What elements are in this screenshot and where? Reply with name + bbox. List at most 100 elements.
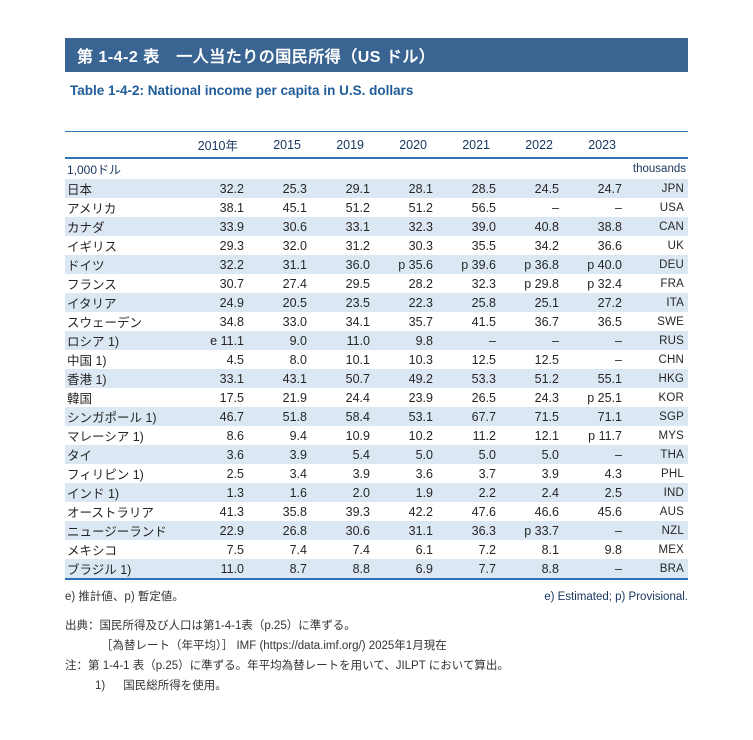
value-cell: 7.4 (289, 542, 307, 557)
value-cell: 42.2 (408, 504, 433, 519)
country-code: ITA (666, 296, 684, 309)
value-cell: 8.8 (541, 561, 559, 576)
country-code: UK (667, 239, 684, 252)
value-cell: 41.3 (219, 504, 244, 519)
income-table: 2010年 2015 2019 2020 2021 2022 2023 1,00… (65, 131, 688, 580)
value-cell: p 11.7 (588, 428, 622, 443)
table-row: 香港 1) 33.1 43.1 50.7 49.2 53.3 51.2 55.1 HKG (65, 369, 688, 388)
country-code: FRA (660, 277, 684, 290)
country-name: オーストラリア (67, 506, 154, 520)
value-cell: 24.5 (534, 181, 559, 196)
value-cell: 7.7 (478, 561, 496, 576)
value-cell: 25.3 (282, 181, 307, 196)
value-cell: 23.9 (408, 390, 433, 405)
table-title-banner: 第 1-4-2 表 一人当たりの国民所得（US ドル） (65, 38, 688, 72)
country-name: メキシコ (67, 544, 118, 558)
value-cell: 8.1 (541, 542, 559, 557)
value-cell: 30.3 (408, 238, 433, 253)
value-cell: 21.9 (282, 390, 307, 405)
value-cell: 31.1 (282, 257, 307, 272)
value-cell: 24.9 (219, 295, 244, 310)
value-cell: 9.0 (289, 333, 307, 348)
value-cell: 2.5 (604, 485, 622, 500)
value-cell: 9.8 (604, 542, 622, 557)
table-row: カナダ 33.9 30.6 33.1 32.3 39.0 40.8 38.8 CAN (65, 217, 688, 236)
value-cell: 53.3 (471, 371, 496, 386)
value-cell: 29.3 (219, 238, 244, 253)
note-line-1: 注：第 1-4-1 表（p.25）に準ずる。年平均為替レートを用いて、JILPT… (65, 660, 509, 672)
value-cell: 25.8 (471, 295, 496, 310)
country-name: ドイツ (67, 259, 105, 273)
value-cell: 36.0 (345, 257, 370, 272)
country-name: ブラジル 1) (67, 563, 132, 577)
value-cell: 10.2 (408, 428, 433, 443)
value-cell: 36.6 (597, 238, 622, 253)
value-cell: 22.3 (408, 295, 433, 310)
value-cell: 24.3 (534, 390, 559, 405)
country-name: フィリピン 1) (67, 468, 144, 482)
corner-cell (65, 131, 187, 159)
country-code: IND (663, 486, 684, 499)
code-header-cell (628, 131, 688, 159)
value-cell: 32.0 (282, 238, 307, 253)
value-cell: 5.4 (352, 447, 370, 462)
table-row: 韓国 17.5 21.9 24.4 23.9 26.5 24.3 p 25.1 KOR (65, 388, 688, 407)
value-cell: – (615, 333, 622, 348)
table-row: ドイツ 32.2 31.1 36.0 p 35.6 p 39.6 p 36.8 p 40.0 D… (65, 255, 688, 274)
value-cell: 47.6 (471, 504, 496, 519)
value-cell: 1.3 (226, 485, 244, 500)
value-cell: 36.7 (534, 314, 559, 329)
value-cell: 39.0 (471, 219, 496, 234)
value-cell: 26.5 (471, 390, 496, 405)
table-row: フィリピン 1) 2.5 3.4 3.9 3.6 3.7 3.9 4.3 PHL (65, 464, 688, 483)
value-cell: p 25.1 (587, 390, 622, 405)
country-name: 日本 (67, 183, 93, 197)
value-cell: 49.2 (408, 371, 433, 386)
value-cell: 25.1 (534, 295, 559, 310)
value-cell: 34.2 (534, 238, 559, 253)
value-cell: 24.4 (345, 390, 370, 405)
unit-label-jp: 1,000ドル (67, 162, 122, 177)
table-row: ニュージーランド 22.9 26.8 30.6 31.1 36.3 p 33.7 – NZL (65, 521, 688, 540)
value-cell: 2.0 (352, 485, 370, 500)
value-cell: 27.2 (597, 295, 622, 310)
table-body: 日本 32.2 25.3 29.1 28.1 28.5 24.5 24.7 JPN アメリカ 38.… (65, 179, 688, 579)
value-cell: 24.7 (597, 181, 622, 196)
value-cell: 2.5 (226, 466, 244, 481)
country-code: RUS (659, 334, 684, 347)
country-code: JPN (661, 182, 684, 195)
country-name: イギリス (67, 240, 118, 254)
footnotes: e) 推計値、p) 暫定値。 e) Estimated; p) Provisio… (65, 588, 688, 696)
value-cell: 30.6 (345, 523, 370, 538)
value-cell: 28.5 (471, 181, 496, 196)
value-cell: 27.4 (282, 276, 307, 291)
value-cell: 36.5 (597, 314, 622, 329)
value-cell: 3.9 (289, 447, 307, 462)
value-cell: 51.2 (345, 200, 370, 215)
year-header: 2022 (502, 131, 565, 159)
country-name: カナダ (67, 221, 105, 235)
source-line-1: 出典：国民所得及び人口は第1-4-1表（p.25）に準ずる。 (65, 620, 356, 632)
table-row: ブラジル 1) 11.0 8.7 8.8 6.9 7.7 8.8 – BRA (65, 559, 688, 579)
value-cell: 5.0 (541, 447, 559, 462)
source-line-2: ［為替レート（年平均）］ IMF (https://data.imf.org/)… (101, 640, 447, 652)
value-cell: 28.1 (408, 181, 433, 196)
value-cell: 3.6 (226, 447, 244, 462)
value-cell: 12.5 (534, 352, 559, 367)
country-name: 韓国 (67, 392, 93, 406)
table-row: スウェーデン 34.8 33.0 34.1 35.7 41.5 36.7 36.5 SWE (65, 312, 688, 331)
value-cell: 32.2 (219, 181, 244, 196)
country-code: KOR (658, 391, 684, 404)
value-cell: 10.1 (345, 352, 370, 367)
value-cell: 38.8 (597, 219, 622, 234)
value-cell: 51.2 (408, 200, 433, 215)
value-cell: e 11.1 (210, 333, 244, 348)
note-line-2: 1) 国民総所得を使用。 (65, 676, 688, 696)
value-cell: 46.7 (219, 409, 244, 424)
value-cell: 71.5 (534, 409, 559, 424)
value-cell: 3.7 (478, 466, 496, 481)
value-cell: 30.7 (219, 276, 244, 291)
value-cell: 6.9 (415, 561, 433, 576)
country-code: CHN (658, 353, 684, 366)
value-cell: 5.0 (415, 447, 433, 462)
